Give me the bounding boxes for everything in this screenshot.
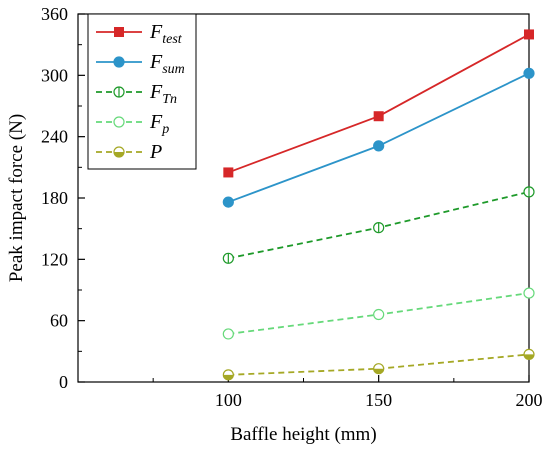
y-tick-label: 360 [41,4,68,24]
legend-marker [113,116,125,128]
legend-label-subscript: p [161,122,169,137]
x-axis-label: Baffle height (mm) [230,424,376,445]
legend-label: P [149,141,162,163]
data-point [523,67,535,79]
data-point [523,287,535,299]
series-fp [222,287,535,340]
marker-half-fill [373,368,384,374]
legend-item: FTn [96,81,177,107]
data-point [222,328,234,340]
legend-label-main: F [149,21,163,43]
legend-label-main: P [149,141,162,163]
legend-label: Fsum [149,51,185,77]
legend-label: FTn [149,81,177,107]
legend-marker [113,56,125,68]
y-tick-label: 120 [41,249,68,269]
legend-item: Ftest [96,21,183,47]
legend-label-main: F [149,81,163,103]
x-tick-label: 150 [365,390,392,410]
marker-half-fill [524,354,534,360]
data-point [523,348,535,360]
y-tick-label: 300 [41,65,68,85]
legend-item: Fsum [96,51,185,77]
legend-label-subscript: sum [162,62,185,77]
series-ftn [222,186,535,264]
data-point [373,111,384,122]
x-tick-label: 200 [516,390,543,410]
y-tick-label: 240 [41,127,68,147]
series-p [222,348,535,381]
legend-label-subscript: test [162,32,183,47]
y-tick-label: 60 [50,311,68,331]
data-point [222,196,234,208]
legend-item: Fp [96,111,169,137]
plot-area [222,29,535,381]
series-line [228,72,530,203]
legend-marker [114,27,124,37]
data-point [222,252,234,264]
legend-marker [113,146,125,158]
legend-label-main: F [149,51,163,73]
legend-label: Ftest [149,21,183,47]
y-tick-label: 0 [59,372,68,392]
data-point [524,29,534,40]
data-point [523,186,535,198]
series-line [228,33,530,174]
series-ftest [223,29,534,178]
data-point [222,369,234,381]
legend-label-subscript: Tn [162,92,177,107]
data-point [373,140,385,152]
marker-half-fill [223,374,234,380]
data-point [373,222,385,234]
series-fsum [222,67,535,208]
legend-marker [113,86,125,98]
data-point [373,363,385,375]
legend-label: Fp [149,111,169,137]
x-tick-label: 100 [215,390,242,410]
legend-label-main: F [149,111,163,133]
y-axis-label: Peak impact force (N) [6,114,27,282]
data-point [223,167,234,178]
marker-half-fill [114,152,124,157]
data-point [373,308,385,321]
y-tick-label: 180 [41,188,68,208]
ticks: 0 60 120 180 240 300 360 100 150 200 [41,4,543,410]
legend-item: P [96,141,162,163]
